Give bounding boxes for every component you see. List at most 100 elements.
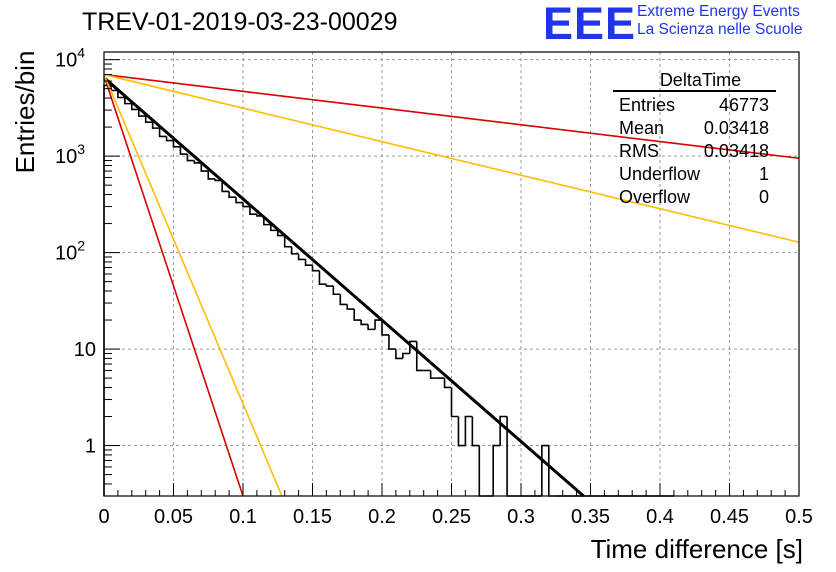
histogram-bin bbox=[228, 191, 237, 199]
histogram-bin bbox=[471, 416, 480, 447]
histogram bbox=[103, 84, 674, 497]
x-tick-label: 0.15 bbox=[293, 506, 332, 528]
histogram-bin bbox=[242, 202, 250, 208]
histogram-bin bbox=[346, 304, 355, 310]
eee-logo: EEE bbox=[543, 0, 637, 49]
histogram-bin bbox=[429, 370, 438, 379]
y-tick-label: 104 bbox=[55, 45, 85, 72]
x-tick-label: 0 bbox=[98, 506, 109, 528]
histogram-bin bbox=[450, 387, 459, 418]
histogram-bin bbox=[290, 246, 299, 255]
stats-row: Overflow 0 bbox=[611, 186, 776, 209]
stats-box: DeltaTime Entries 46773 Mean 0.03418 RMS 0.03… bbox=[611, 70, 776, 209]
histogram-bin bbox=[478, 445, 487, 497]
histogram-bin bbox=[492, 444, 501, 496]
histogram-bin bbox=[172, 140, 181, 148]
stats-label: Underflow bbox=[619, 163, 701, 184]
fit-curve bbox=[103, 76, 585, 498]
histogram-bin bbox=[165, 136, 174, 142]
histogram-bin bbox=[297, 253, 306, 261]
x-tick-label: 0.05 bbox=[154, 506, 193, 528]
histogram-bin bbox=[117, 90, 125, 99]
y-tick-label: 1 bbox=[85, 436, 96, 458]
histogram-bin bbox=[367, 324, 376, 331]
histogram-bin bbox=[339, 294, 348, 306]
x-tick-label: 0.45 bbox=[710, 506, 749, 528]
histogram-bin bbox=[360, 320, 369, 326]
histogram-bin bbox=[283, 235, 292, 248]
histogram-bin bbox=[179, 146, 188, 155]
histogram-bin bbox=[353, 309, 362, 321]
histogram-bin bbox=[541, 444, 549, 496]
y-tick-base: 10 bbox=[55, 243, 77, 265]
y-tick-base: 10 bbox=[55, 146, 77, 168]
histogram-bin bbox=[249, 206, 257, 216]
histogram-bin bbox=[325, 284, 334, 287]
fit-curve bbox=[103, 73, 800, 160]
y-tick-label: 103 bbox=[55, 141, 85, 168]
stats-row: Entries 46773 bbox=[611, 94, 776, 117]
histogram-bin bbox=[388, 334, 396, 350]
histogram-bin bbox=[276, 230, 285, 237]
histogram-bin bbox=[464, 415, 473, 446]
y-tick-exponent: 2 bbox=[77, 238, 85, 254]
histogram-bin bbox=[137, 109, 146, 117]
histogram-bin bbox=[311, 265, 320, 272]
y-tick-exponent: 4 bbox=[77, 45, 85, 61]
histogram-bin bbox=[200, 162, 209, 172]
y-axis-title: Entries/bin bbox=[10, 51, 40, 174]
histogram-bin bbox=[124, 97, 132, 105]
fit-curves bbox=[103, 73, 800, 498]
histogram-bin bbox=[193, 160, 202, 164]
stats-label: Overflow bbox=[619, 186, 691, 207]
y-tick-exponent: 3 bbox=[77, 141, 85, 157]
histogram-bin bbox=[186, 154, 195, 162]
histogram-bin bbox=[318, 270, 327, 286]
histogram-bin bbox=[144, 116, 153, 123]
y-tick-label: 10 bbox=[74, 339, 96, 361]
histogram-bin bbox=[457, 416, 466, 447]
y-tick-label: 102 bbox=[55, 238, 85, 265]
histogram-bin bbox=[374, 319, 382, 330]
x-tick-label: 0.1 bbox=[229, 506, 257, 528]
axes: 0 0.05 0.1 0.15 0.2 0.25 0.3 0.35 0.4 0.45 0.51101… bbox=[55, 45, 813, 528]
histogram-bin bbox=[151, 122, 160, 129]
y-tick-base: 10 bbox=[55, 50, 77, 72]
histogram-bin bbox=[409, 340, 417, 354]
fit-curve bbox=[103, 73, 800, 244]
histogram-bin bbox=[207, 171, 216, 180]
eee-logo-line1: Extreme Energy Events bbox=[637, 3, 800, 20]
stats-value: 0.03418 bbox=[703, 117, 769, 138]
x-tick-label: 0.35 bbox=[571, 506, 610, 528]
histogram-bin bbox=[158, 128, 167, 138]
stats-row: Mean 0.03418 bbox=[611, 117, 776, 140]
histogram-bin bbox=[499, 415, 508, 446]
histogram-bin bbox=[443, 378, 452, 389]
stats-value: 0.03418 bbox=[703, 140, 769, 161]
x-axis-title: Time difference [s] bbox=[591, 534, 803, 564]
stats-box-divider bbox=[613, 90, 776, 92]
x-tick-label: 0.3 bbox=[507, 506, 535, 528]
stats-row: RMS 0.03418 bbox=[611, 140, 776, 163]
stats-label: RMS bbox=[619, 140, 659, 161]
x-tick-label: 0.25 bbox=[432, 506, 471, 528]
eee-logo-line2: La Scienza nelle Scuole bbox=[637, 21, 803, 38]
stats-value: 46773 bbox=[718, 95, 769, 115]
stats-value: 0 bbox=[758, 186, 769, 207]
histogram-bin bbox=[381, 320, 389, 336]
histogram-bin bbox=[270, 224, 278, 232]
x-tick-label: 0.2 bbox=[368, 506, 396, 528]
histogram-bin bbox=[131, 103, 139, 111]
histogram-bin bbox=[235, 197, 243, 204]
histogram-bin bbox=[402, 352, 410, 359]
stats-box-title: DeltaTime bbox=[659, 70, 742, 90]
histogram-bin bbox=[332, 286, 341, 296]
histogram-bin bbox=[395, 349, 403, 360]
stats-label: Mean bbox=[619, 117, 665, 138]
fit-curve bbox=[103, 74, 283, 497]
chart-title: TREV-01-2019-03-23-00029 bbox=[82, 8, 398, 36]
stats-label: Entries bbox=[619, 95, 676, 115]
x-tick-label: 0.4 bbox=[646, 506, 674, 528]
histogram-bin bbox=[304, 259, 313, 267]
